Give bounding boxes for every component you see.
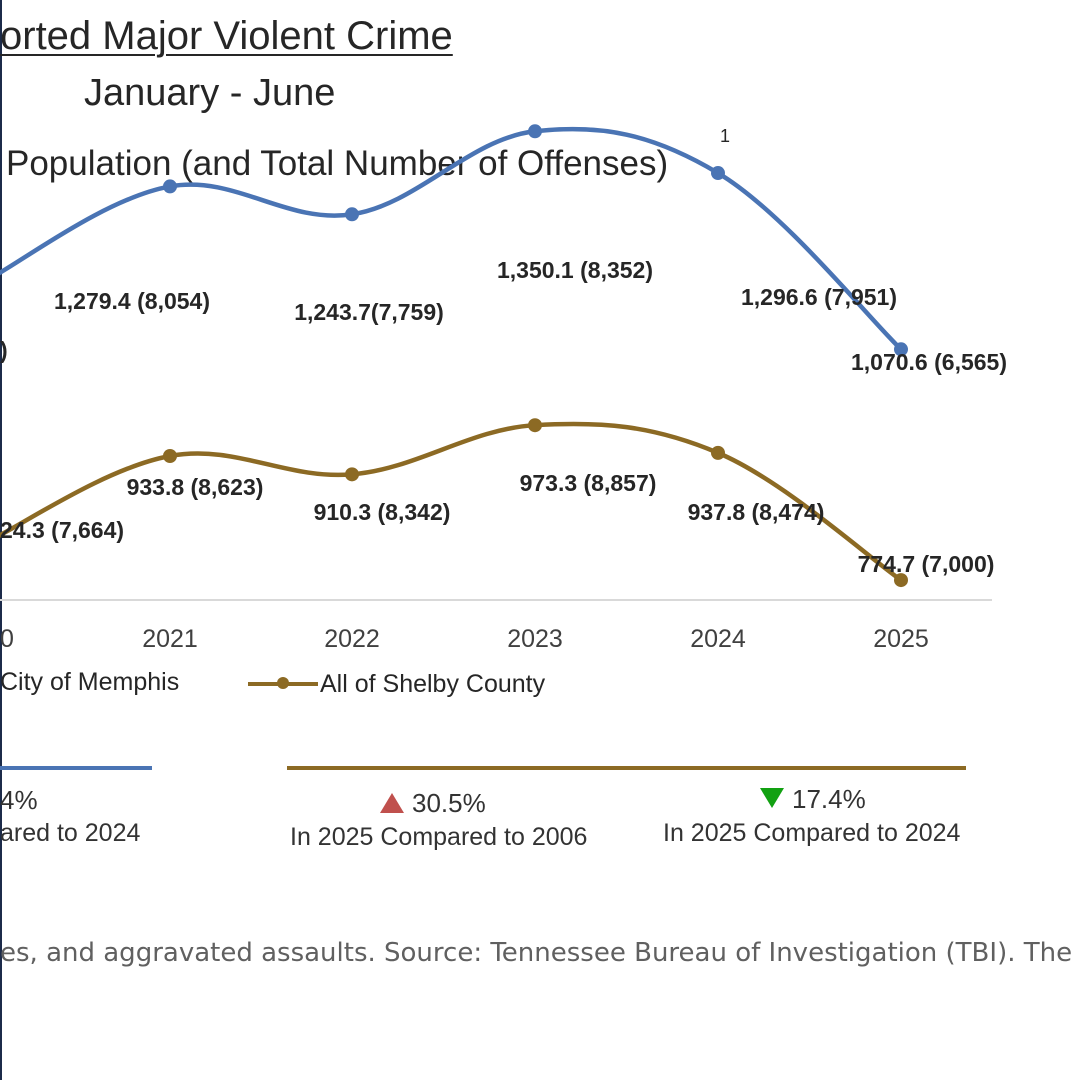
data-point: [163, 449, 177, 463]
data-point: [163, 179, 177, 194]
series-layer: ) 1,279.4 (8,054) 1,243.7(7,759) 1,350.1 (8…: [0, 124, 1007, 588]
data-label: 1,243.7(7,759): [294, 299, 444, 325]
legend-label-memphis: City of Memphis: [0, 668, 180, 696]
chart-date-range: January - June: [84, 72, 336, 114]
chart-subtitle: Population (and Total Number of Offenses…: [6, 144, 669, 183]
legend-marker-dot: [277, 677, 289, 689]
data-label: 24.3 (7,664): [0, 517, 124, 543]
x-tick-label: 2022: [324, 625, 380, 653]
source-note: es, and aggravated assaults. Source: Ten…: [0, 938, 1073, 968]
legend-item-all-of-shelby-county: All of Shelby County: [248, 668, 545, 700]
shelby-change-2006-value: 30.5%: [412, 788, 486, 818]
chart-title: orted Major Violent Crime: [0, 14, 453, 58]
shelby-change-2024: 17.4%: [760, 784, 866, 815]
data-point: [528, 418, 542, 433]
legend-item-city-of-memphis: City of Memphis: [0, 668, 179, 700]
x-tick-labels: 0 2021 2022 2023 2024 2025: [0, 625, 929, 653]
data-point: [711, 166, 725, 181]
footnote-marker: 1: [720, 126, 731, 146]
x-tick-label: 2024: [690, 625, 746, 653]
data-label: 1,296.6 (7,951): [741, 284, 897, 310]
x-tick-label: 0: [0, 625, 14, 653]
data-label: 937.8 (8,474): [688, 499, 825, 525]
memphis-change-value: 4%: [0, 785, 38, 815]
data-point: [894, 342, 908, 357]
data-label: 1,070.6 (6,565): [851, 349, 1007, 375]
shelby-change-2006: 30.5%: [380, 788, 486, 819]
shelby-panel-divider: [287, 766, 966, 770]
down-triangle-icon: [760, 788, 784, 808]
data-label: 973.3 (8,857): [520, 470, 657, 496]
shelby-change-2024-caption: In 2025 Compared to 2024: [663, 819, 961, 847]
data-point: [711, 445, 725, 460]
legend-swatch-shelby: [248, 677, 318, 689]
series-line-all-of-shelby-county: [0, 421, 904, 583]
data-label: 1,279.4 (8,054): [54, 288, 210, 314]
x-tick-label: 2021: [142, 625, 198, 653]
data-label: 1,350.1 (8,352): [497, 257, 653, 283]
left-border: [0, 0, 2, 1080]
data-point: [345, 467, 359, 482]
shelby-change-2024-value: 17.4%: [792, 784, 866, 814]
data-point: [528, 124, 542, 139]
x-tick-label: 2025: [873, 625, 929, 653]
memphis-change-caption: ared to 2024: [0, 819, 141, 847]
data-label: 933.8 (8,623): [127, 474, 264, 500]
data-point: [345, 207, 359, 222]
series-line-city-of-memphis: [0, 126, 904, 352]
line-chart: ) 1,279.4 (8,054) 1,243.7(7,759) 1,350.1 (8…: [0, 124, 1007, 653]
x-tick-label: 2023: [507, 625, 563, 653]
data-label: 910.3 (8,342): [314, 499, 451, 525]
shelby-change-2006-caption: In 2025 Compared to 2006: [290, 823, 588, 851]
data-label: ): [0, 337, 8, 363]
data-point: [894, 573, 908, 588]
up-triangle-icon: [380, 793, 404, 813]
memphis-panel-divider: [0, 766, 152, 770]
legend-label-shelby: All of Shelby County: [320, 669, 546, 698]
data-label: 774.7 (7,000): [858, 551, 995, 577]
